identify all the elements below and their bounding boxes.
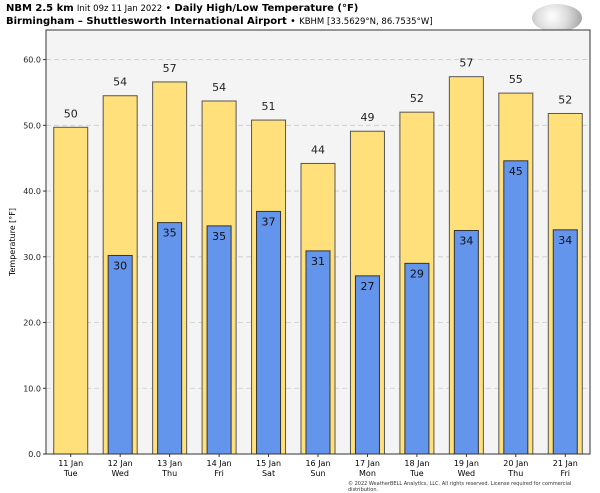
high-bar [53,126,89,455]
station-info: KBHM [33.5629°N, 86.7535°W] [299,17,433,27]
high-value-label: 57 [163,62,177,75]
product-title: Daily High/Low Temperature (°F) [174,3,359,14]
y-tick-label: 10.0 [23,384,41,393]
x-tick-date: 14 Jan [207,459,232,468]
x-tick-date: 17 Jan [355,459,380,468]
high-value-label: 52 [558,93,572,106]
x-tick-day: Tue [63,469,78,478]
low-value-label: 27 [360,280,374,293]
high-value-label: 57 [459,57,473,70]
low-bar [354,275,380,455]
low-bar [305,250,331,455]
low-bar [503,160,529,455]
low-bar [404,262,430,455]
low-value-label: 34 [558,234,572,247]
y-tick-label: 60.0 [23,56,41,65]
low-value-label: 31 [311,255,325,268]
location-name: Birmingham – Shuttlesworth International… [6,16,287,27]
low-bar [107,254,133,455]
low-value-label: 34 [459,234,473,247]
low-bar [157,222,183,455]
x-tick-date: 16 Jan [305,459,330,468]
y-tick-label: 20.0 [23,319,41,328]
x-tick-day: Sat [262,469,275,478]
x-tick-day: Fri [214,469,224,478]
low-value-label: 35 [163,227,177,240]
title-line-1: NBM 2.5 km Init 09z 11 Jan 2022 • Daily … [6,3,358,14]
y-axis-label: Temperature [°F] [8,208,17,277]
x-tick-date: 20 Jan [503,459,528,468]
copyright: © 2022 WeatherBELL Analytics, LLC. All r… [348,481,572,493]
low-bar [256,210,282,455]
y-tick-label: 30.0 [23,253,41,262]
x-tick-date: 11 Jan [58,459,83,468]
low-bar [552,229,578,455]
x-tick-day: Wed [458,469,475,478]
low-value-label: 45 [509,165,523,178]
x-tick-date: 21 Jan [553,459,578,468]
high-value-label: 54 [113,76,127,89]
separator: • [290,16,296,27]
x-tick-date: 13 Jan [157,459,182,468]
x-tick-day: Mon [359,469,376,478]
high-value-label: 50 [64,107,78,120]
low-bar [453,229,479,455]
model-name: NBM 2.5 km [6,3,74,14]
low-value-label: 29 [410,267,424,280]
low-value-label: 35 [212,230,226,243]
x-tick-day: Sun [310,469,325,478]
plot-frame [45,29,591,455]
high-value-label: 54 [212,81,226,94]
x-tick-date: 12 Jan [108,459,133,468]
high-value-label: 52 [410,92,424,105]
x-tick-day: Thu [161,469,177,478]
title-line-2: Birmingham – Shuttlesworth International… [6,16,433,27]
low-bar [206,225,232,455]
weatherbell-logo [532,4,582,32]
separator: • [165,3,172,14]
x-tick-date: 18 Jan [404,459,429,468]
high-value-label: 51 [262,100,276,113]
x-tick-day: Thu [507,469,523,478]
high-value-label: 44 [311,143,325,156]
high-value-label: 55 [509,73,523,86]
y-tick-label: 50.0 [23,121,41,130]
low-value-label: 30 [113,259,127,272]
y-tick-label: 0.0 [28,450,41,459]
high-value-label: 49 [360,111,374,124]
x-tick-day: Fri [561,469,571,478]
x-tick-day: Tue [409,469,424,478]
init-time: Init 09z 11 Jan 2022 [76,4,163,14]
x-tick-date: 15 Jan [256,459,281,468]
low-value-label: 37 [262,215,276,228]
x-tick-date: 19 Jan [454,459,479,468]
x-tick-day: Wed [111,469,128,478]
y-tick-label: 40.0 [23,187,41,196]
